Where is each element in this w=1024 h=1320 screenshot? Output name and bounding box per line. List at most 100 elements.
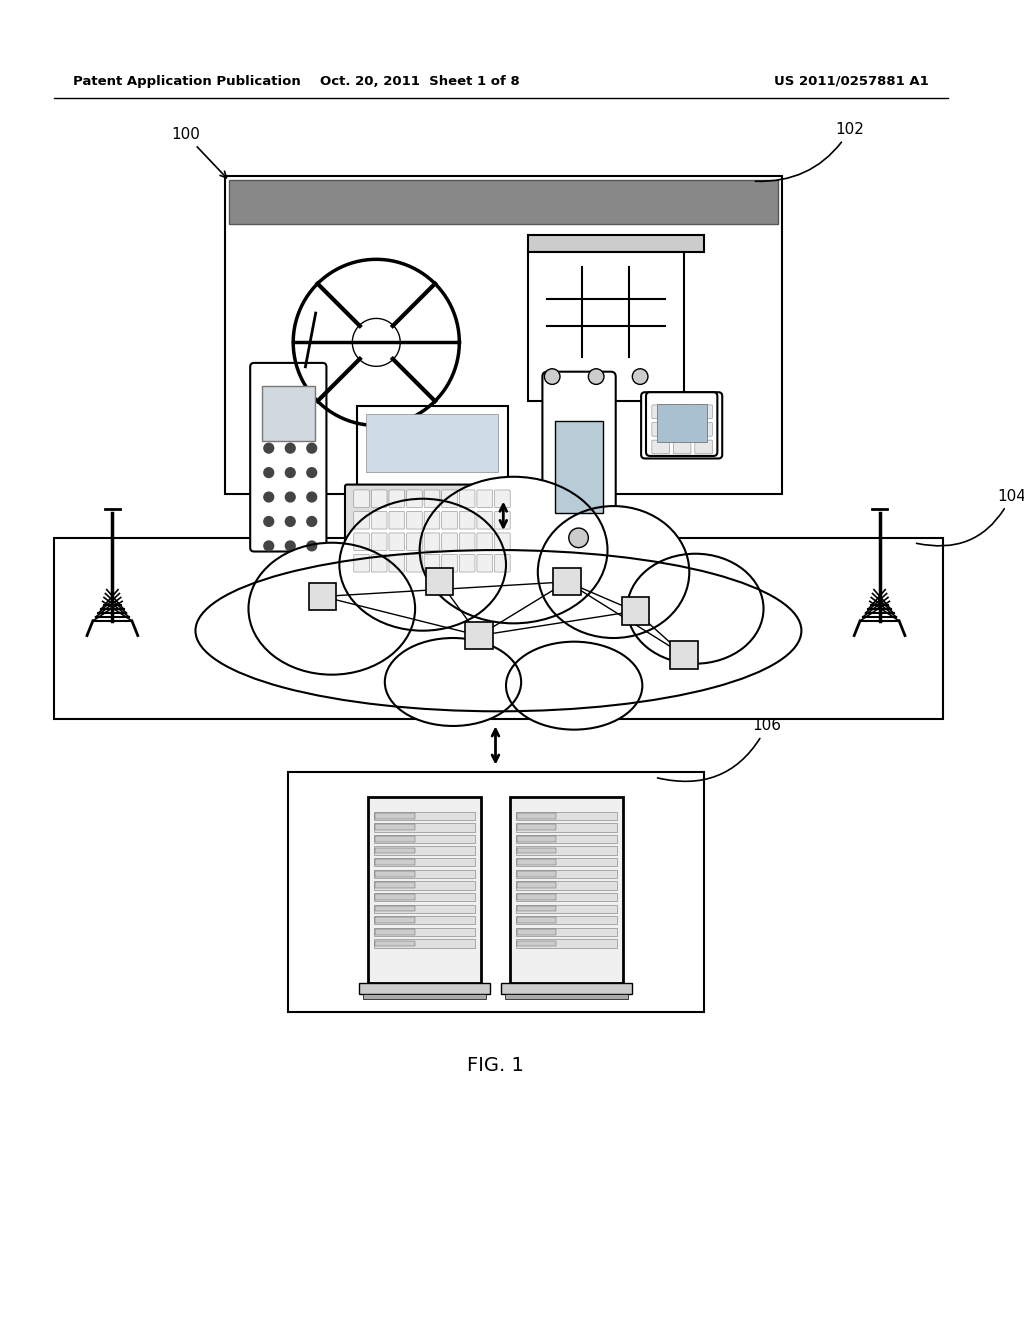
Bar [527, 235, 703, 252]
FancyBboxPatch shape [441, 490, 458, 507]
FancyBboxPatch shape [477, 554, 493, 572]
Bar [656, 404, 707, 442]
Bar [516, 928, 616, 936]
Bar [516, 882, 616, 890]
FancyBboxPatch shape [543, 372, 615, 568]
Text: US 2011/0257881 A1: US 2011/0257881 A1 [774, 75, 929, 88]
Circle shape [307, 516, 316, 527]
Circle shape [264, 541, 273, 550]
Bar [516, 846, 616, 855]
Bar [225, 177, 782, 494]
FancyBboxPatch shape [441, 511, 458, 529]
Circle shape [264, 492, 273, 502]
Circle shape [307, 467, 316, 478]
Bar [516, 858, 616, 866]
Bar [516, 892, 616, 902]
Bar [517, 906, 556, 912]
FancyBboxPatch shape [389, 533, 404, 550]
Bar [375, 871, 415, 876]
FancyBboxPatch shape [695, 440, 713, 454]
Bar [374, 916, 475, 924]
Circle shape [632, 368, 648, 384]
Circle shape [264, 444, 273, 453]
Circle shape [568, 528, 589, 548]
FancyBboxPatch shape [674, 422, 691, 436]
FancyBboxPatch shape [652, 440, 670, 454]
Bar [375, 836, 415, 842]
Ellipse shape [339, 499, 506, 631]
Text: FIG. 1: FIG. 1 [467, 1056, 524, 1074]
FancyBboxPatch shape [353, 511, 370, 529]
Ellipse shape [538, 506, 689, 638]
Bar [375, 941, 415, 946]
Bar [367, 413, 499, 473]
Bar [375, 813, 415, 818]
FancyBboxPatch shape [353, 490, 370, 507]
FancyBboxPatch shape [407, 490, 422, 507]
Bar [374, 846, 475, 855]
FancyBboxPatch shape [477, 533, 493, 550]
Bar [501, 982, 632, 994]
FancyBboxPatch shape [460, 511, 475, 529]
Bar [516, 940, 616, 948]
FancyBboxPatch shape [674, 440, 691, 454]
FancyBboxPatch shape [424, 490, 439, 507]
FancyBboxPatch shape [441, 533, 458, 550]
Bar [375, 859, 415, 865]
Ellipse shape [627, 553, 764, 664]
Bar [517, 847, 556, 854]
FancyBboxPatch shape [646, 392, 718, 455]
FancyBboxPatch shape [407, 554, 422, 572]
FancyBboxPatch shape [652, 405, 670, 418]
Bar [517, 894, 556, 900]
Bar [516, 824, 616, 832]
Bar [517, 871, 556, 876]
FancyBboxPatch shape [674, 405, 691, 418]
Bar [516, 916, 616, 924]
Bar [362, 994, 486, 999]
Circle shape [286, 516, 295, 527]
FancyBboxPatch shape [460, 490, 475, 507]
Polygon shape [353, 319, 399, 366]
Circle shape [264, 467, 273, 478]
FancyBboxPatch shape [460, 533, 475, 550]
FancyBboxPatch shape [372, 533, 387, 550]
Bar [374, 812, 475, 820]
FancyBboxPatch shape [424, 533, 439, 550]
FancyBboxPatch shape [495, 533, 510, 550]
Bar [375, 906, 415, 912]
FancyBboxPatch shape [407, 511, 422, 529]
FancyBboxPatch shape [389, 490, 404, 507]
Bar [516, 834, 616, 843]
FancyBboxPatch shape [495, 490, 510, 507]
FancyBboxPatch shape [424, 511, 439, 529]
Bar [553, 568, 581, 595]
Bar [517, 859, 556, 865]
Bar [517, 813, 556, 818]
Ellipse shape [196, 550, 802, 711]
Text: Patent Application Publication: Patent Application Publication [74, 75, 301, 88]
Bar [426, 568, 454, 595]
Bar [517, 917, 556, 923]
Bar [671, 642, 697, 669]
Circle shape [286, 492, 295, 502]
Bar [356, 405, 508, 487]
Bar [374, 834, 475, 843]
FancyBboxPatch shape [495, 511, 510, 529]
FancyBboxPatch shape [424, 554, 439, 572]
Circle shape [307, 444, 316, 453]
FancyBboxPatch shape [389, 511, 404, 529]
Bar [359, 982, 489, 994]
Circle shape [286, 444, 295, 453]
Text: 106: 106 [657, 718, 781, 781]
Ellipse shape [385, 638, 521, 726]
Bar [517, 941, 556, 946]
Ellipse shape [420, 477, 607, 623]
Bar [53, 537, 943, 718]
Bar [517, 929, 556, 935]
Bar [262, 387, 314, 441]
Bar [516, 870, 616, 878]
Bar [622, 598, 649, 624]
Bar [374, 882, 475, 890]
Bar [374, 940, 475, 948]
